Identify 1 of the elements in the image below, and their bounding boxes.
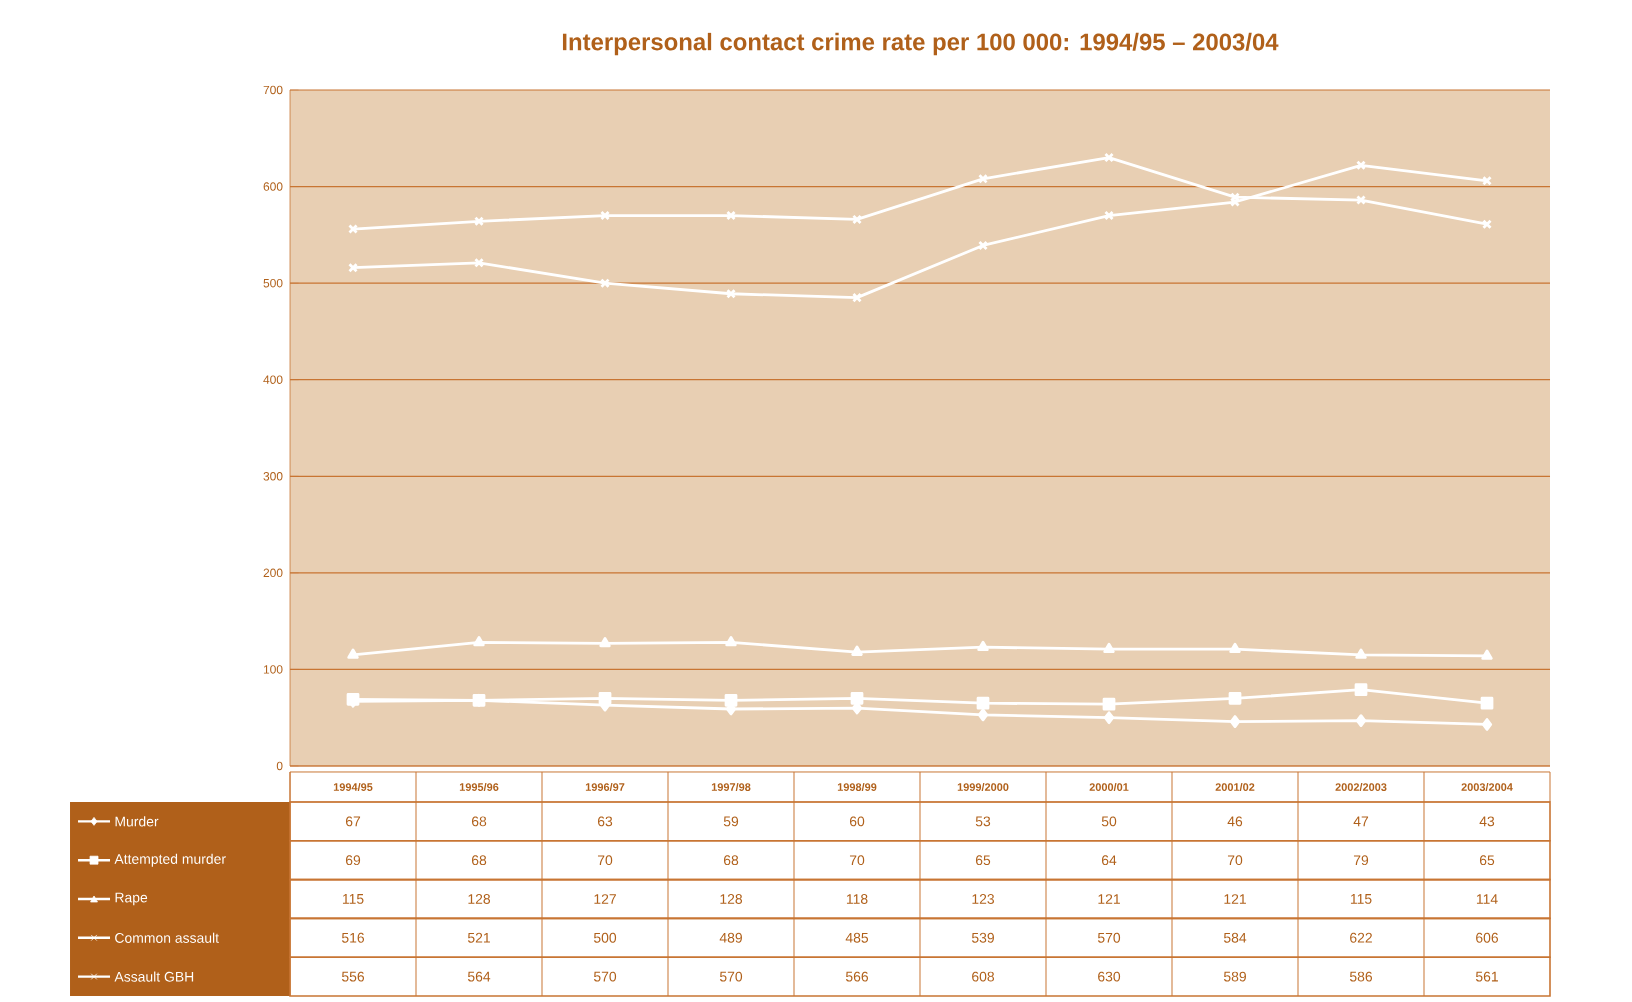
- chart-title: Interpersonal contact crime rate per 100 000: 1994/95 – 2003/04: [562, 32, 1279, 56]
